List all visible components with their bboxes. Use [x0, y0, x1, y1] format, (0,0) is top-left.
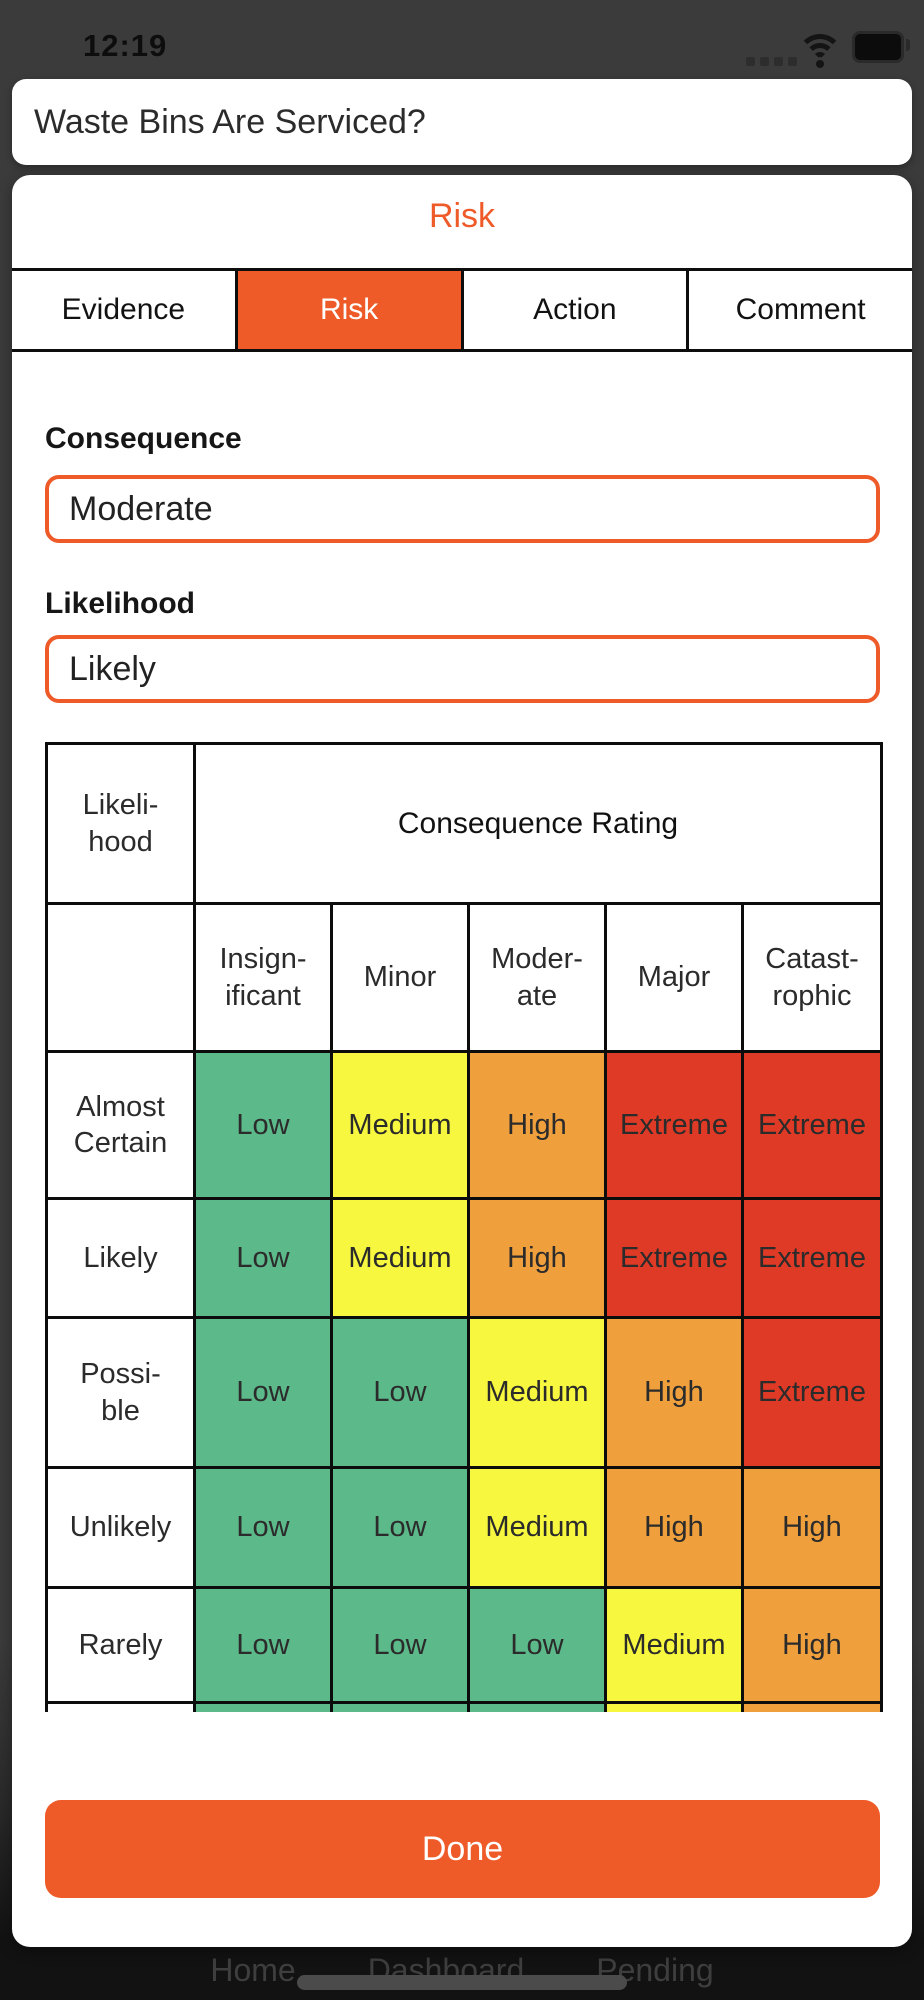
matrix-cell: Low: [330, 1586, 470, 1704]
matrix-cell: [741, 1701, 883, 1712]
matrix-empty-cell: [45, 902, 196, 1053]
done-button[interactable]: Done: [45, 1800, 880, 1898]
matrix-row: Likely Low Medium High Extreme Extreme: [45, 1197, 883, 1319]
tab-evidence[interactable]: Evidence: [12, 271, 238, 349]
matrix-cell: Extreme: [604, 1050, 744, 1200]
status-time: 12:19: [83, 28, 168, 63]
tab-bar: Evidence Risk Action Comment: [12, 268, 912, 352]
matrix-cell: Medium: [330, 1197, 470, 1319]
sheet-title: Risk: [428, 197, 496, 235]
matrix-cell: High: [741, 1586, 883, 1704]
matrix-cell: [604, 1701, 744, 1712]
matrix-cell: High: [741, 1466, 883, 1589]
matrix-cell: Medium: [604, 1586, 744, 1704]
question-title: Waste Bins Are Serviced?: [34, 102, 426, 141]
matrix-row-label: Likely: [45, 1197, 196, 1319]
likelihood-value: Likely: [69, 649, 156, 688]
wifi-icon: [797, 34, 843, 68]
matrix-cell: Low: [193, 1197, 333, 1319]
matrix-row: Rarely Low Low Low Medium High: [45, 1586, 883, 1704]
matrix-cell: Medium: [467, 1316, 607, 1469]
matrix-cell: Low: [193, 1466, 333, 1589]
matrix-col-header: Catast- rophic: [741, 902, 883, 1053]
matrix-col-header: Major: [604, 902, 744, 1053]
matrix-cell: High: [467, 1050, 607, 1200]
matrix-cell: High: [604, 1316, 744, 1469]
matrix-cell: Low: [330, 1316, 470, 1469]
matrix-corner-header: Likeli- hood: [45, 742, 196, 905]
matrix-cell: Extreme: [604, 1197, 744, 1319]
matrix-col-header: Minor: [330, 902, 470, 1053]
tab-comment[interactable]: Comment: [689, 271, 912, 349]
matrix-cell: High: [467, 1197, 607, 1319]
matrix-group-header: Consequence Rating: [193, 742, 883, 905]
matrix-cell: Low: [193, 1316, 333, 1469]
risk-matrix-container: Likeli- hood Consequence Rating Insign- if…: [45, 742, 885, 1712]
matrix-cell: [330, 1701, 470, 1712]
matrix-row: Unlikely Low Low Medium High High: [45, 1466, 883, 1589]
consequence-input[interactable]: Moderate: [45, 475, 880, 543]
risk-matrix: Likeli- hood Consequence Rating Insign- if…: [45, 742, 883, 1712]
matrix-row-label: Unlikely: [45, 1466, 196, 1589]
matrix-col-header: Moder- ate: [467, 902, 607, 1053]
matrix-clipped-row: [45, 1701, 883, 1712]
matrix-cell: Extreme: [741, 1316, 883, 1469]
likelihood-label: Likelihood: [45, 587, 195, 620]
tab-risk[interactable]: Risk: [237, 271, 464, 349]
matrix-cell: Extreme: [741, 1197, 883, 1319]
bottom-nav: Home Dashboard Pending: [0, 1952, 924, 1989]
matrix-row-label: Almost Certain: [45, 1050, 196, 1200]
question-card: Waste Bins Are Serviced?: [12, 79, 912, 165]
consequence-value: Moderate: [69, 489, 213, 528]
cellular-signal-icon: [746, 57, 797, 66]
tab-action[interactable]: Action: [463, 271, 690, 349]
matrix-row-label: Rarely: [45, 1586, 196, 1704]
matrix-cell: Low: [193, 1050, 333, 1200]
matrix-row: Possi- ble Low Low Medium High Extreme: [45, 1316, 883, 1469]
matrix-cell: Extreme: [741, 1050, 883, 1200]
home-indicator[interactable]: [297, 1975, 627, 1990]
matrix-cell: Low: [330, 1466, 470, 1589]
matrix-cell: Medium: [330, 1050, 470, 1200]
matrix-cell: [193, 1701, 333, 1712]
matrix-cell: Low: [467, 1586, 607, 1704]
consequence-label: Consequence: [45, 422, 242, 455]
matrix-cell: Medium: [467, 1466, 607, 1589]
matrix-col-header: Insign- ificant: [193, 902, 333, 1053]
matrix-cell: Low: [193, 1586, 333, 1704]
matrix-row: Almost Certain Low Medium High Extreme Extrem…: [45, 1050, 883, 1200]
matrix-cell: [467, 1701, 607, 1712]
bottom-nav-home[interactable]: Home: [210, 1952, 296, 1988]
matrix-row-label: [45, 1701, 196, 1712]
risk-sheet: Risk Evidence Risk Action Comment Consequen…: [12, 175, 912, 1947]
likelihood-input[interactable]: Likely: [45, 635, 880, 703]
matrix-cell: High: [604, 1466, 744, 1589]
battery-icon: [852, 31, 910, 63]
matrix-row-label: Possi- ble: [45, 1316, 196, 1469]
